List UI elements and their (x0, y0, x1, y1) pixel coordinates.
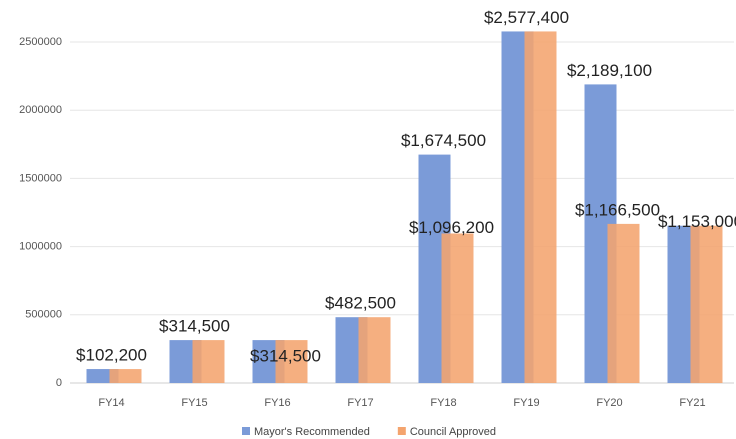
data-label: $1,674,500 (401, 131, 486, 150)
x-tick-label: FY16 (264, 397, 290, 409)
bar (358, 317, 391, 383)
y-tick-label: 1000000 (19, 241, 62, 253)
y-tick-label: 2500000 (19, 36, 62, 48)
data-label: $314,500 (250, 347, 321, 366)
x-tick-label: FY18 (430, 397, 456, 409)
x-tick-label: FY17 (347, 397, 373, 409)
legend-label: Mayor's Recommended (254, 426, 370, 438)
data-label: $1,096,200 (409, 218, 494, 237)
data-label: $1,166,500 (575, 200, 660, 219)
bar (690, 225, 723, 383)
legend-label: Council Approved (410, 426, 496, 438)
y-tick-label: 0 (56, 377, 62, 389)
x-tick-label: FY21 (679, 397, 705, 409)
y-tick-label: 2000000 (19, 104, 62, 116)
y-tick-label: 1500000 (19, 172, 62, 184)
y-tick-label: 500000 (25, 309, 62, 321)
data-label: $102,200 (76, 346, 147, 365)
bar (524, 31, 557, 384)
bar (607, 223, 640, 383)
bar (441, 233, 474, 383)
legend-swatch (242, 427, 250, 435)
data-label: $314,500 (159, 317, 230, 336)
legend-swatch (397, 427, 406, 435)
bar (192, 340, 225, 383)
bar (275, 340, 308, 383)
data-label: $1,153,000 (658, 212, 736, 231)
x-tick-label: FY20 (596, 397, 622, 409)
data-label: $2,577,400 (484, 8, 569, 27)
x-tick-label: FY14 (98, 397, 124, 409)
data-label: $2,189,100 (567, 61, 652, 80)
data-label: $482,500 (325, 294, 396, 313)
x-tick-label: FY19 (513, 397, 539, 409)
x-tick-label: FY15 (181, 397, 207, 409)
bar (109, 369, 142, 383)
